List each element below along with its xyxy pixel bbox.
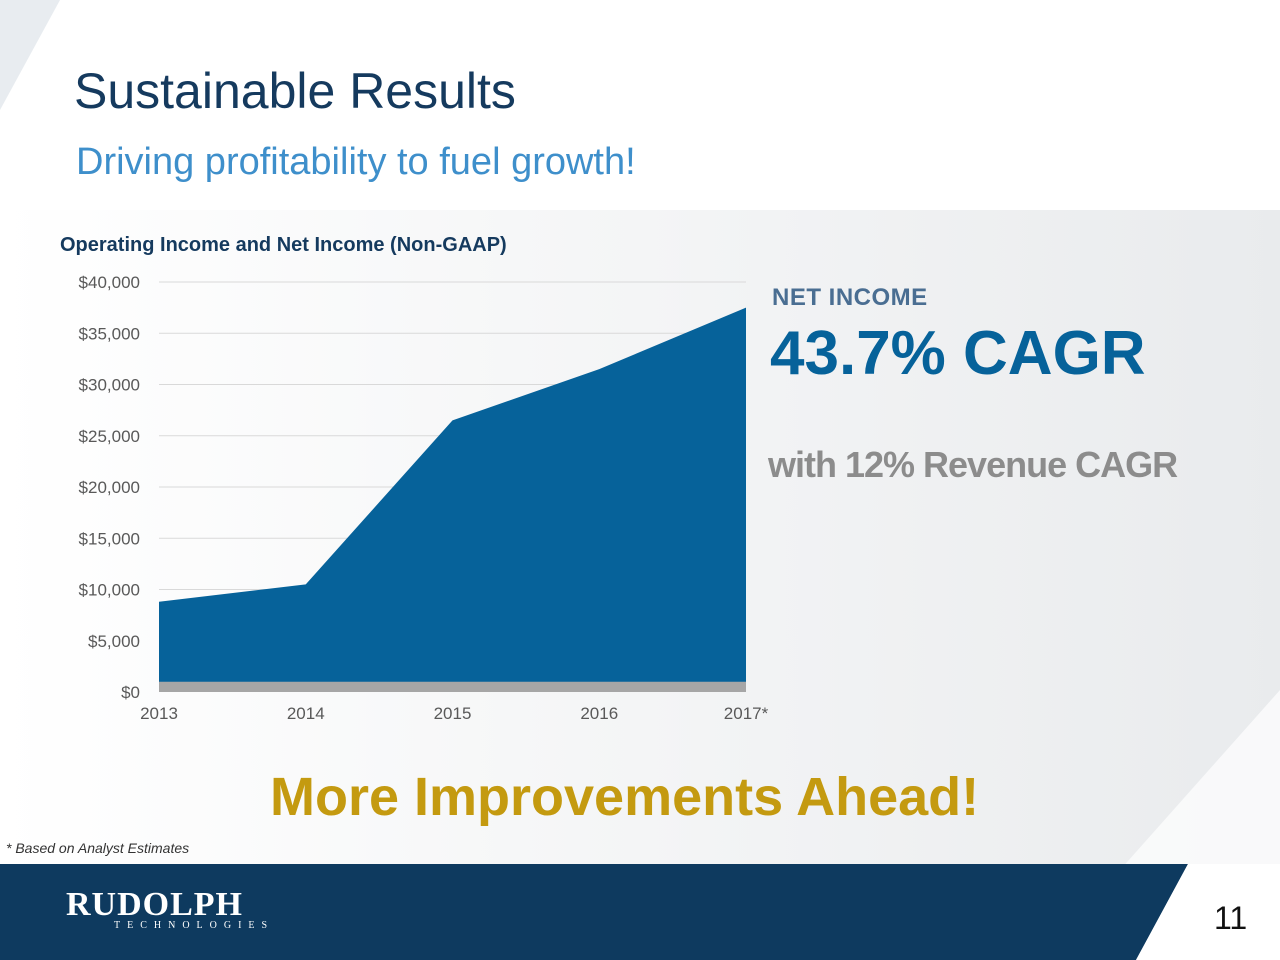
net-income-area [159, 307, 746, 692]
company-logo-tagline: TECHNOLOGIES [114, 920, 275, 931]
x-tick-label: 2013 [140, 704, 178, 723]
net-income-label: NET INCOME [772, 284, 928, 311]
headline: More Improvements Ahead! [270, 767, 980, 827]
revenue-cagr-note: with 12% Revenue CAGR [768, 444, 1178, 485]
operating-income-area [159, 681, 746, 692]
net-income-cagr: 43.7% CAGR [770, 319, 1146, 388]
y-tick-label: $15,000 [79, 529, 140, 548]
company-logo: RUDOLPH [66, 886, 243, 923]
y-tick-label: $40,000 [79, 273, 140, 292]
x-axis-ticks: 2013 2014 2015 2016 2017* [140, 704, 769, 723]
chart-title: Operating Income and Net Income (Non-GAA… [60, 234, 507, 256]
slide-title: Sustainable Results [74, 63, 516, 119]
footnote: * Based on Analyst Estimates [6, 840, 190, 856]
x-tick-label: 2016 [580, 704, 618, 723]
y-tick-label: $30,000 [79, 376, 140, 395]
x-tick-label: 2014 [287, 704, 325, 723]
x-tick-label: 2015 [434, 704, 472, 723]
slide-subtitle: Driving profitability to fuel growth! [76, 141, 636, 183]
page-number: 11 [1214, 900, 1248, 936]
footer-band [0, 864, 1280, 960]
y-tick-label: $25,000 [79, 427, 140, 446]
y-tick-label: $35,000 [79, 324, 140, 343]
y-tick-label: $10,000 [79, 581, 140, 600]
y-tick-label: $0 [121, 683, 140, 702]
y-tick-label: $5,000 [88, 632, 140, 651]
income-area-chart: $0 $5,000 $10,000 $15,000 $20,000 $25,000 $30,… [79, 273, 769, 723]
y-tick-label: $20,000 [79, 478, 140, 497]
x-tick-label: 2017* [724, 704, 769, 723]
chart-areas [159, 307, 746, 692]
y-axis-ticks: $0 $5,000 $10,000 $15,000 $20,000 $25,000 $30,… [79, 273, 140, 702]
